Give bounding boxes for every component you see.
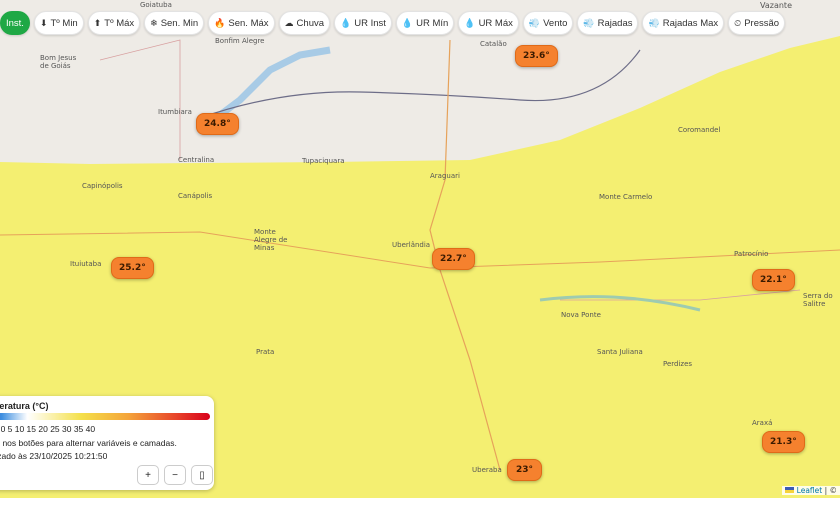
variable-icon: ⬇: [39, 17, 48, 28]
variable-label: Chuva: [296, 17, 325, 29]
variable-button[interactable]: ⬇ Tº Min: [33, 11, 84, 35]
variable-label: Rajadas: [597, 17, 633, 29]
temperature-marker[interactable]: 23°: [507, 459, 543, 481]
ukraine-flag-icon: [785, 487, 795, 493]
temperature-marker[interactable]: 23.6°: [515, 45, 558, 67]
variable-icon: ☁: [284, 17, 294, 28]
temperature-marker[interactable]: 22.7°: [432, 248, 475, 270]
variable-toolbar: Inst. ⬇ Tº Min ⬆ Tº Máx ❄ Sen. Min 🔥 Sen. Máx ☁ Ch…: [0, 11, 840, 35]
variable-button[interactable]: 💨 Rajadas: [577, 11, 639, 35]
variable-label: Pressão: [744, 17, 780, 29]
variable-button[interactable]: ⬆ Tº Máx: [87, 11, 141, 35]
zoom-in-button[interactable]: +: [137, 465, 159, 485]
town-label: Uberaba: [472, 466, 502, 474]
last-updated: Atualizado às 23/10/2025 10:21:50: [0, 451, 108, 461]
variable-label: Inst.: [6, 17, 24, 29]
variable-icon: ⬆: [93, 17, 102, 28]
attribution: Leaflet | ©: [782, 486, 840, 495]
temperature-marker[interactable]: 21.3°: [762, 431, 805, 453]
variable-button[interactable]: ❄ Sen. Min: [144, 11, 205, 35]
town-label: Prata: [256, 348, 275, 356]
town-label: Ituiutaba: [70, 260, 102, 268]
variable-label: Vento: [543, 17, 568, 29]
variable-label: Tº Máx: [104, 17, 135, 29]
color-scale-bar: [0, 413, 210, 420]
town-label: Capinópolis: [82, 182, 123, 190]
town-label: Serra do Salitre: [803, 292, 833, 308]
variable-icon: 💧: [464, 17, 476, 28]
town-label: Tupaciquara: [302, 157, 345, 165]
town-label: Santa Juliana: [597, 348, 643, 356]
variable-label: UR Mín: [416, 17, 449, 29]
town-label: Perdizes: [663, 360, 693, 368]
variable-icon: 💨: [528, 17, 541, 28]
variable-button[interactable]: ⏲ Pressão: [728, 11, 786, 35]
town-label: Catalão: [480, 40, 507, 48]
variable-label: UR Máx: [478, 17, 513, 29]
variable-icon: ⏲: [734, 17, 742, 28]
town-label: Itumbiara: [158, 108, 192, 116]
variable-button[interactable]: 🔥 Sen. Máx: [208, 11, 275, 35]
town-label: Nova Ponte: [561, 311, 601, 319]
legend-panel: Temperatura (°C) -10 -5 0 5 10 15 20 25 …: [0, 396, 214, 490]
legend-ticks: -10 -5 0 5 10 15 20 25 30 35 40: [0, 424, 96, 434]
legend-hint: Clique nos botões para alternar variávei…: [0, 438, 177, 448]
variable-label: Tº Min: [50, 17, 78, 29]
variable-label: UR Inst: [354, 17, 386, 29]
variable-icon: 🔥: [214, 17, 226, 28]
attribution-text: | ©: [822, 486, 837, 495]
town-label: Patrocínio: [734, 250, 769, 258]
zoom-out-button[interactable]: −: [164, 465, 186, 485]
variable-icon: ❄: [150, 17, 158, 28]
town-label: Monte Carmelo: [599, 193, 653, 201]
town-label: Uberlândia: [392, 241, 431, 249]
variable-button[interactable]: 💨 Vento: [522, 11, 574, 35]
variable-label: Rajadas Max: [662, 17, 719, 29]
variable-icon: 💧: [340, 17, 352, 28]
variable-label: Sen. Min: [160, 17, 199, 29]
variable-button[interactable]: 💧 UR Mín: [395, 11, 455, 35]
variable-icon: 💨: [583, 17, 595, 28]
temperature-marker[interactable]: 25.2°: [111, 257, 154, 279]
variable-button[interactable]: 💨 Rajadas Max: [642, 11, 725, 35]
variable-button[interactable]: Inst.: [0, 11, 30, 35]
temperature-marker[interactable]: 22.1°: [752, 269, 795, 291]
map[interactable]: Goiatuba Bom Jesus de Goiás Bonfim Alegr…: [0, 0, 840, 498]
town-label: Araxá: [752, 419, 773, 427]
town-label: Araguari: [430, 172, 460, 180]
town-label: Centralina: [178, 156, 215, 164]
town-label: Canápolis: [178, 192, 213, 200]
variable-label: Sen. Máx: [228, 17, 269, 29]
legend-title: Temperatura (°C): [0, 401, 49, 411]
variable-icon: 💨: [648, 17, 660, 28]
town-label: Vazante: [760, 1, 792, 10]
fullscreen-button[interactable]: ▯: [191, 465, 213, 485]
town-label: Monte Alegre de Minas: [254, 228, 288, 252]
variable-button[interactable]: 💧 UR Inst: [334, 11, 392, 35]
variable-icon: 💧: [401, 17, 414, 28]
temperature-marker[interactable]: 24.8°: [196, 113, 239, 135]
variable-button[interactable]: 💧 UR Máx: [458, 11, 519, 35]
leaflet-link[interactable]: Leaflet: [796, 486, 823, 495]
town-label: Goiatuba: [140, 1, 172, 9]
town-label: Coromandel: [678, 126, 721, 134]
variable-button[interactable]: ☁ Chuva: [278, 11, 331, 35]
town-label: Bom Jesus de Goiás: [40, 54, 77, 70]
town-label: Bonfim Alegre: [215, 37, 265, 45]
